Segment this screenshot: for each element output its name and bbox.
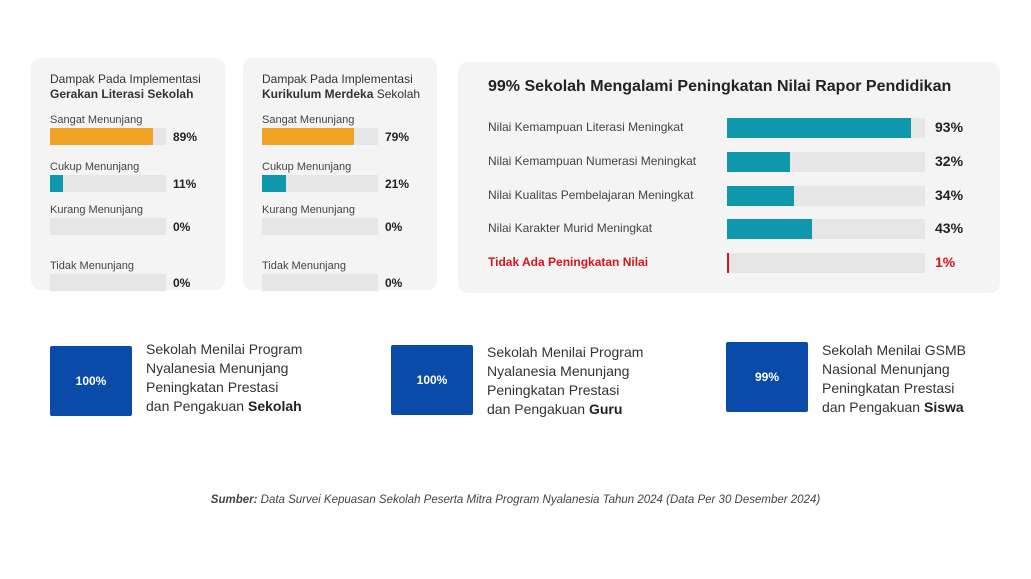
rapor-title: 99% Sekolah Mengalami Peningkatan Nilai … — [488, 78, 952, 95]
stat-line: Nyalanesia Menunjang — [146, 360, 289, 376]
stat-description: Sekolah Menilai Program Nyalanesia Menun… — [487, 343, 677, 419]
bar-row: Sangat Menunjang 89% — [50, 113, 220, 145]
bar-row: Nilai Kualitas Pembelajaran Meningkat 34% — [488, 186, 998, 206]
bar-value-label: 21% — [385, 177, 410, 191]
bar-fill — [727, 219, 813, 239]
bar-track — [727, 152, 925, 172]
bar-fill — [727, 186, 795, 206]
bar-fill — [727, 253, 729, 273]
bar-track — [262, 218, 378, 235]
bar-track — [727, 118, 925, 138]
bar-track — [727, 186, 925, 206]
bar-fill — [262, 128, 354, 145]
stat-value-badge: 100% — [50, 346, 132, 416]
bar-track — [262, 175, 378, 192]
bar-row: Nilai Karakter Murid Meningkat 43% — [488, 219, 998, 239]
stat-line: Sekolah Menilai GSMB — [822, 342, 966, 358]
bar-category-label: Nilai Karakter Murid Meningkat — [488, 221, 653, 235]
bar-value-label: 34% — [935, 187, 964, 203]
bar-row: Sangat Menunjang 79% — [262, 113, 432, 145]
gls-title-bold: Gerakan Literasi Sekolah — [50, 87, 194, 101]
km-title-bold: Kurikulum Merdeka — [262, 87, 374, 101]
bar-category-label: Kurang Menunjang — [262, 204, 355, 216]
bar-track — [262, 128, 378, 145]
bar-row: Nilai Kemampuan Literasi Meningkat 93% — [488, 118, 998, 138]
stat-line: Nyalanesia Menunjang — [487, 363, 630, 379]
bar-row: Cukup Menunjang 21% — [262, 160, 432, 192]
stat-description: Sekolah Menilai Program Nyalanesia Menun… — [146, 340, 336, 416]
bar-fill — [50, 128, 154, 145]
bar-category-label: Kurang Menunjang — [50, 204, 143, 216]
gls-title-line1: Dampak Pada Implementasi — [50, 72, 201, 86]
bar-value-label: 0% — [173, 276, 191, 290]
stat-line: Peningkatan Prestasi — [487, 382, 620, 398]
bar-category-label: Sangat Menunjang — [50, 114, 143, 126]
bar-track — [50, 218, 166, 235]
bar-category-label: Cukup Menunjang — [50, 161, 140, 173]
bar-fill — [262, 175, 287, 192]
km-title-rest: Sekolah — [373, 87, 421, 101]
bar-fill — [727, 152, 791, 172]
bar-value-label: 43% — [935, 220, 964, 236]
km-title-line1: Dampak Pada Implementasi — [262, 72, 413, 86]
stat-line: dan Pengakuan — [487, 401, 589, 417]
bar-category-label: Sangat Menunjang — [262, 114, 355, 126]
bar-value-label: 1% — [935, 254, 956, 270]
stat-line: Peningkatan Prestasi — [146, 379, 279, 395]
gls-card-title: Dampak Pada Implementasi Gerakan Literas… — [50, 72, 225, 102]
bar-track — [50, 128, 166, 145]
bar-value-label: 93% — [935, 119, 964, 135]
km-card-title: Dampak Pada Implementasi Kurikulum Merde… — [262, 72, 437, 102]
bar-track — [727, 219, 925, 239]
stat-description: Sekolah Menilai GSMB Nasional Menunjang … — [822, 341, 1012, 417]
bar-row: Kurang Menunjang 0% — [262, 203, 432, 235]
bar-category-label: Nilai Kemampuan Literasi Meningkat — [488, 120, 684, 134]
gls-impact-card: Dampak Pada Implementasi Gerakan Literas… — [31, 58, 225, 291]
bar-track — [727, 253, 925, 273]
source-text: Data Survei Kepuasan Sekolah Peserta Mit… — [257, 494, 821, 506]
rapor-card: 99% Sekolah Mengalami Peningkatan Nilai … — [458, 62, 1000, 293]
bar-category-label: Tidak Ada Peningkatan Nilai — [488, 255, 649, 269]
bar-fill — [50, 175, 63, 192]
stat-line-bold: Siswa — [923, 399, 964, 415]
bar-value-label: 0% — [173, 220, 191, 234]
stat-line: Peningkatan Prestasi — [822, 380, 955, 396]
stat-value-badge: 100% — [391, 345, 473, 415]
bar-category-label: Tidak Menunjang — [50, 260, 134, 272]
bar-value-label: 79% — [385, 130, 410, 144]
stat-line-bold: Guru — [588, 401, 623, 417]
stat-line: Nasional Menunjang — [822, 361, 950, 377]
bar-track — [262, 274, 378, 291]
bar-value-label: 0% — [385, 276, 403, 290]
km-impact-card: Dampak Pada Implementasi Kurikulum Merde… — [243, 58, 437, 291]
bar-category-label: Tidak Menunjang — [262, 260, 346, 272]
source-label: Sumber: — [210, 494, 258, 506]
bar-value-label: 0% — [385, 220, 403, 234]
bar-row: Tidak Menunjang 0% — [262, 259, 432, 291]
bar-track — [50, 274, 166, 291]
bar-fill — [727, 118, 912, 138]
stat-line-bold: Sekolah — [247, 398, 302, 414]
bar-category-label: Nilai Kemampuan Numerasi Meningkat — [488, 154, 697, 168]
stat-value-badge: 99% — [726, 342, 808, 412]
stat-line: dan Pengakuan — [822, 399, 924, 415]
bar-row: Tidak Ada Peningkatan Nilai 1% — [488, 253, 998, 273]
bar-value-label: 32% — [935, 153, 964, 169]
source-note: Sumber: Data Survei Kepuasan Sekolah Pes… — [0, 494, 1031, 506]
bar-row: Tidak Menunjang 0% — [50, 259, 220, 291]
bar-row: Cukup Menunjang 11% — [50, 160, 220, 192]
stat-line: dan Pengakuan — [146, 398, 248, 414]
bar-row: Nilai Kemampuan Numerasi Meningkat 32% — [488, 152, 998, 172]
stat-line: Sekolah Menilai Program — [487, 344, 644, 360]
bar-category-label: Cukup Menunjang — [262, 161, 352, 173]
bar-value-label: 89% — [173, 130, 198, 144]
stat-line: Sekolah Menilai Program — [146, 341, 303, 357]
bar-value-label: 11% — [173, 177, 197, 191]
bar-track — [50, 175, 166, 192]
bar-category-label: Nilai Kualitas Pembelajaran Meningkat — [488, 188, 694, 202]
bar-row: Kurang Menunjang 0% — [50, 203, 220, 235]
